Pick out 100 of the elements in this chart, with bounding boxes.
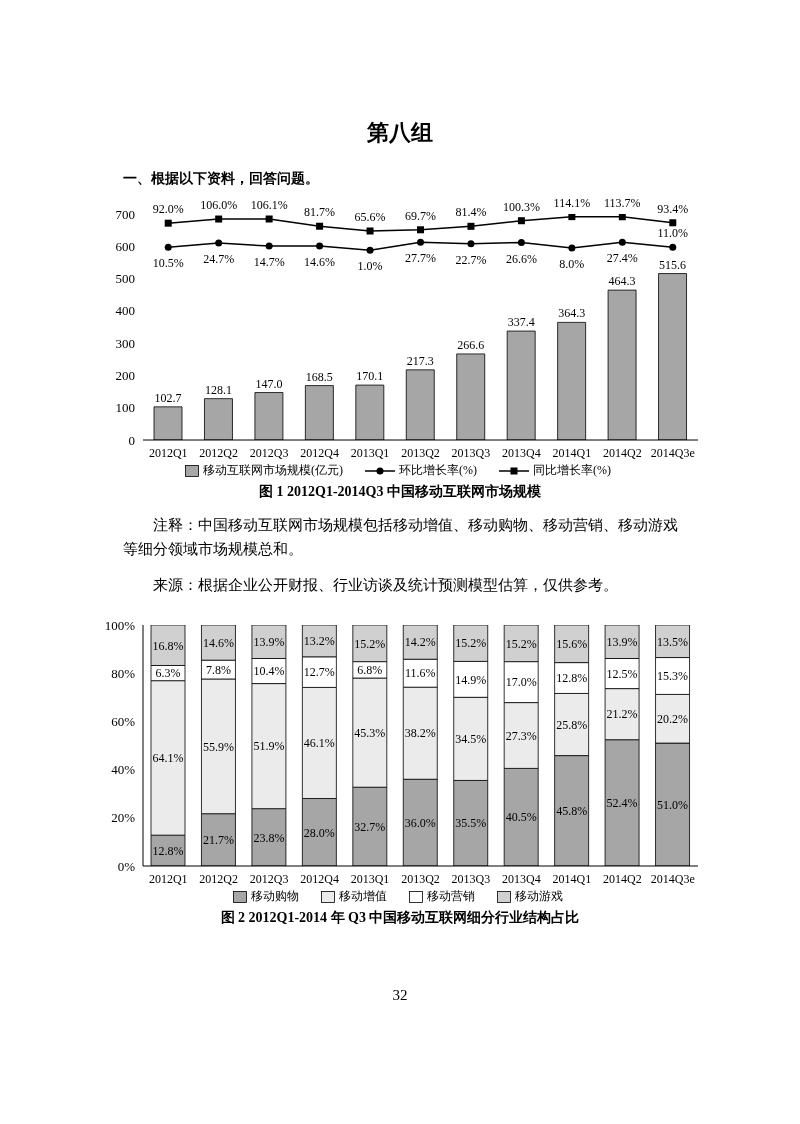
text: 一、根据以下资料，回答问题。 (123, 170, 320, 188)
data-label: 14.6% (202, 635, 234, 650)
data-label: 36.0% (404, 815, 436, 830)
point (366, 246, 374, 254)
data-label: 12.8% (152, 843, 184, 858)
x-tick-label: 2012Q2 (199, 445, 239, 460)
y-tick-label: 80% (111, 665, 136, 681)
point (265, 242, 273, 250)
data-label: 27.3% (505, 728, 537, 743)
data-label: 45.3% (354, 725, 386, 740)
data-label: 364.3 (558, 306, 586, 321)
y-tick-label: 200 (115, 368, 135, 384)
data-label: 14.9% (455, 672, 487, 687)
point (669, 219, 677, 227)
x-tick-label: 2012Q2 (199, 871, 239, 886)
y-tick-label: 700 (115, 206, 135, 222)
data-label: 10.5% (152, 256, 184, 271)
text: 图 2 2012Q1-2014 年 Q3 中国移动互联网细分行业结构占比 (219, 909, 581, 927)
x-tick-label: 2014Q1 (552, 871, 592, 886)
data-label: 8.0% (559, 257, 585, 272)
data-label: 32.7% (354, 819, 386, 834)
legend-label: 环比增长率(%) (399, 462, 477, 479)
point (417, 238, 424, 246)
point (366, 227, 374, 235)
data-label: 13.9% (253, 635, 285, 650)
y-tick-label: 20% (111, 810, 136, 826)
point (164, 243, 172, 251)
x-tick-label: 2012Q1 (148, 871, 188, 886)
point (316, 222, 324, 230)
data-label: 168.5 (305, 369, 333, 384)
y-tick-label: 400 (115, 303, 135, 319)
text: 图 1 2012Q1-2014Q3 中国移动互联网市场规模 (258, 483, 542, 501)
data-label: 92.0% (152, 202, 184, 217)
data-label: 217.3 (406, 353, 434, 368)
legend-label: 移动营销 (427, 888, 475, 905)
x-tick-label: 2013Q2 (401, 445, 440, 460)
data-label: 22.7% (455, 252, 487, 267)
data-label: 464.3 (608, 274, 636, 289)
data-label: 81.4% (455, 205, 487, 220)
legend-label: 移动购物 (251, 888, 299, 905)
x-tick-label: 2014Q2 (602, 445, 642, 460)
x-tick-label: 2012Q1 (148, 445, 188, 460)
data-label: 6.3% (155, 666, 181, 681)
data-label: 81.7% (304, 205, 336, 220)
y-tick-label: 0 (128, 432, 135, 448)
data-label: 27.4% (606, 251, 638, 266)
x-tick-label: 2014Q2 (602, 871, 642, 886)
point (517, 239, 525, 247)
data-label: 6.8% (357, 663, 383, 678)
data-label: 46.1% (303, 736, 335, 751)
x-tick-label: 2014Q3e (650, 445, 695, 460)
x-tick-label: 2014Q3e (650, 871, 695, 886)
legend-label: 移动互联网市场规模(亿元) (203, 462, 343, 479)
data-label: 69.7% (405, 208, 436, 223)
data-label: 106.1% (250, 198, 288, 213)
x-tick-label: 2013Q4 (502, 871, 541, 886)
data-label: 27.7% (405, 251, 436, 266)
data-label: 13.9% (606, 635, 638, 650)
data-label: 45.8% (556, 804, 588, 819)
point (215, 215, 223, 223)
legend-label: 同比增长率(%) (533, 462, 611, 479)
data-label: 34.5% (455, 732, 487, 747)
x-tick-label: 2013Q1 (350, 445, 390, 460)
data-label: 114.1% (553, 195, 591, 210)
point (568, 214, 576, 221)
data-label: 266.6 (457, 337, 485, 352)
point (164, 219, 172, 227)
x-tick-label: 2014Q1 (552, 445, 592, 460)
legend-label: 移动游戏 (515, 888, 563, 905)
data-label: 128.1 (204, 382, 232, 397)
x-tick-label: 2013Q3 (451, 871, 491, 886)
y-tick-label: 300 (115, 335, 135, 351)
data-label: 64.1% (152, 751, 184, 766)
point (467, 222, 475, 230)
x-tick-label: 2012Q3 (249, 871, 289, 886)
data-label: 14.6% (304, 255, 336, 270)
data-label: 11.6% (404, 666, 436, 681)
text: 第八组 (366, 119, 434, 147)
y-tick-label: 100% (104, 617, 136, 633)
data-label: 14.7% (253, 255, 285, 270)
data-label: 100.3% (502, 199, 540, 214)
x-tick-label: 2013Q1 (350, 871, 390, 886)
data-label: 337.4 (507, 315, 535, 330)
source-note: 来源：根据企业公开财报、行业访谈及统计预测模型估算，仅供参考。 (152, 576, 619, 595)
y-tick-label: 40% (111, 762, 136, 778)
data-label: 25.8% (556, 717, 588, 732)
data-label: 35.5% (455, 816, 487, 831)
y-tick-label: 600 (115, 238, 135, 254)
x-tick-label: 2013Q4 (502, 445, 541, 460)
data-label: 113.7% (604, 195, 641, 210)
data-label: 14.2% (404, 635, 436, 650)
point (316, 242, 324, 250)
data-label: 15.2% (455, 636, 487, 651)
point (215, 239, 223, 247)
data-label: 51.0% (657, 797, 689, 812)
data-label: 10.4% (253, 664, 285, 679)
x-tick-label: 2012Q4 (300, 445, 339, 460)
data-label: 38.2% (404, 726, 436, 741)
data-label: 24.7% (203, 252, 235, 267)
point (669, 243, 677, 251)
